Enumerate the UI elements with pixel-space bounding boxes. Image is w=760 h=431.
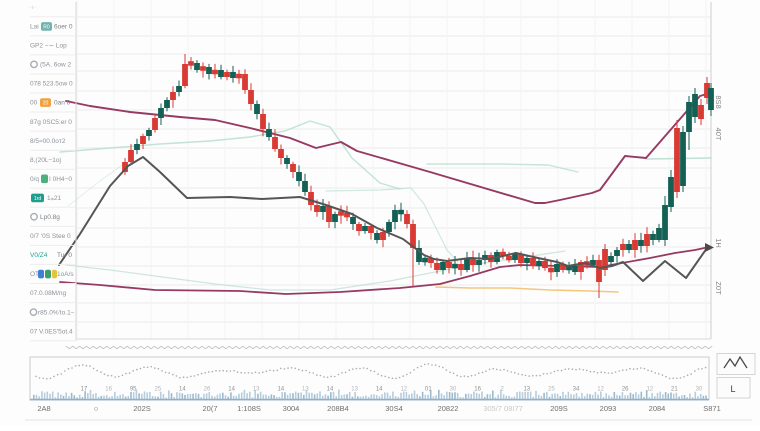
svg-text:00: 00 bbox=[30, 100, 38, 107]
svg-text:30: 30 bbox=[450, 387, 457, 393]
svg-text:16: 16 bbox=[474, 387, 481, 393]
svg-text:01: 01 bbox=[425, 387, 432, 393]
svg-text:14: 14 bbox=[228, 387, 235, 393]
svg-text:0an 0: 0an 0 bbox=[54, 100, 71, 107]
svg-text:208В4: 208В4 bbox=[327, 404, 349, 413]
svg-text:2A8: 2A8 bbox=[37, 404, 50, 413]
svg-text:6oer 0: 6oer 0 bbox=[54, 24, 73, 31]
svg-text:25: 25 bbox=[154, 387, 161, 393]
svg-text:30S4: 30S4 bbox=[385, 404, 403, 413]
svg-text:Tur 0: Tur 0 bbox=[57, 252, 72, 259]
svg-text:OT: OT bbox=[30, 271, 39, 278]
svg-text:Lp0.8g: Lp0.8g bbox=[40, 214, 60, 221]
svg-text:1rd: 1rd bbox=[34, 196, 41, 202]
svg-text:20(7: 20(7 bbox=[202, 404, 217, 413]
svg-text:··т··: ··т·· bbox=[28, 5, 37, 11]
svg-text:26: 26 bbox=[204, 387, 211, 393]
svg-text:0/q: 0/q bbox=[30, 176, 39, 183]
svg-text:16: 16 bbox=[105, 387, 112, 393]
svg-text:0/7 '0S Stee 0: 0/7 '0S Stee 0 bbox=[30, 233, 71, 240]
svg-text:20822: 20822 bbox=[438, 404, 459, 413]
svg-text:V0/Z4: V0/Z4 bbox=[30, 252, 48, 259]
svg-text:078 523.5ow 0: 078 523.5ow 0 bbox=[30, 81, 73, 88]
svg-text:8/5≈00.0oт2: 8/5≈00.0oт2 bbox=[30, 138, 66, 145]
svg-text:95: 95 bbox=[130, 387, 137, 393]
svg-text:21: 21 bbox=[671, 387, 678, 393]
svg-text:202S: 202S bbox=[133, 404, 151, 413]
svg-text:Lai: Lai bbox=[30, 24, 39, 31]
svg-text:(5A. 6ow 2: (5A. 6ow 2 bbox=[40, 62, 71, 69]
svg-text:S871: S871 bbox=[703, 404, 721, 413]
svg-text:14: 14 bbox=[376, 387, 383, 393]
svg-text:r85.0%'to.1−: r85.0%'to.1− bbox=[38, 309, 75, 316]
svg-text:13: 13 bbox=[302, 387, 309, 393]
svg-text:GP2 −∼ Lop: GP2 −∼ Lop bbox=[30, 43, 67, 50]
svg-text:1:108S: 1:108S bbox=[237, 404, 261, 413]
svg-text:209S: 209S bbox=[550, 404, 568, 413]
svg-text:13: 13 bbox=[523, 387, 530, 393]
svg-text:87g 0SC5:er 0: 87g 0SC5:er 0 bbox=[30, 119, 72, 126]
svg-text:2: 2 bbox=[501, 387, 505, 393]
svg-text:R0: R0 bbox=[43, 25, 50, 31]
svg-text:1H: 1H bbox=[714, 238, 723, 248]
svg-text:34: 34 bbox=[573, 387, 580, 393]
svg-text:2093: 2093 bbox=[600, 404, 617, 413]
svg-text:30: 30 bbox=[696, 387, 703, 393]
svg-text:07 V.0ES'5ot.4: 07 V.0ES'5ot.4 bbox=[30, 328, 73, 335]
svg-text:12: 12 bbox=[400, 387, 407, 393]
svg-text:13: 13 bbox=[253, 387, 260, 393]
svg-text:26: 26 bbox=[622, 387, 629, 393]
svg-text:1⁎21: 1⁎21 bbox=[47, 195, 61, 202]
svg-text:40T: 40T bbox=[714, 128, 723, 141]
svg-text:3004: 3004 bbox=[283, 404, 300, 413]
svg-text:13: 13 bbox=[351, 387, 358, 393]
svg-text:07.0.08M/ng: 07.0.08M/ng bbox=[30, 290, 67, 297]
svg-text:I 0H4−0: I 0H4−0 bbox=[49, 176, 72, 183]
svg-text:8,(20L−1oj: 8,(20L−1oj bbox=[30, 157, 61, 164]
svg-text:12: 12 bbox=[597, 387, 604, 393]
svg-text:12: 12 bbox=[646, 387, 653, 393]
svg-text:14: 14 bbox=[277, 387, 284, 393]
svg-text:Z0T: Z0T bbox=[714, 281, 723, 295]
svg-text:305/7 08І77: 305/7 08І77 bbox=[483, 404, 523, 413]
svg-text:14: 14 bbox=[179, 387, 186, 393]
svg-text:14: 14 bbox=[327, 387, 334, 393]
svg-text:1oA/s: 1oA/s bbox=[57, 271, 74, 278]
svg-text:L: L bbox=[730, 384, 735, 394]
svg-text:8S8: 8S8 bbox=[714, 95, 723, 108]
svg-text:17: 17 bbox=[81, 387, 88, 393]
svg-text:2084: 2084 bbox=[649, 404, 666, 413]
svg-text:20: 20 bbox=[43, 101, 49, 107]
svg-text:○: ○ bbox=[94, 404, 99, 413]
svg-text:25: 25 bbox=[548, 387, 555, 393]
